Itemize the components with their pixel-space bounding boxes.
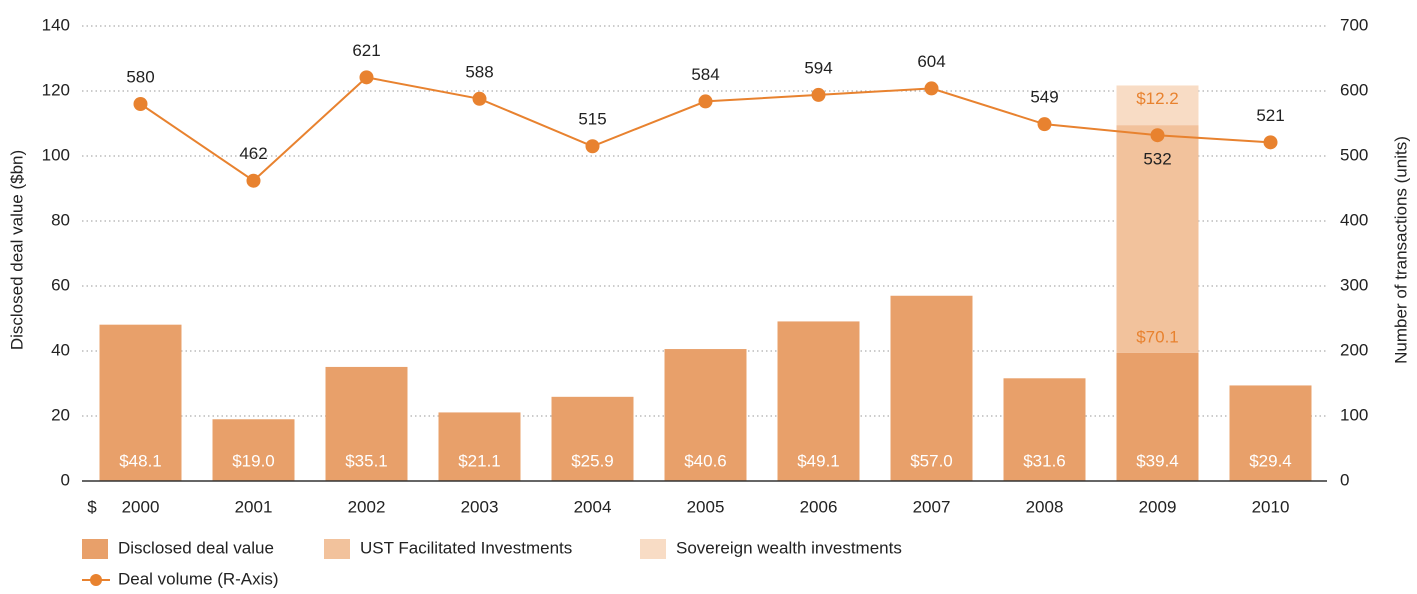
bar-segment <box>1116 352 1199 481</box>
y2-tick-label: 200 <box>1340 340 1368 359</box>
line-value-label: 515 <box>578 110 606 129</box>
y2-tick-label: 300 <box>1340 275 1368 294</box>
bar-segment <box>438 412 521 481</box>
value-label: $31.6 <box>1023 451 1066 470</box>
value-label: $21.1 <box>458 451 501 470</box>
x-tick-label: 2003 <box>461 497 499 516</box>
value-label: $57.0 <box>910 451 953 470</box>
x-tick-label: 2008 <box>1026 497 1064 516</box>
y-tick-label: 40 <box>51 340 70 359</box>
line-value-label: 532 <box>1143 150 1171 169</box>
legend-swatch <box>324 539 350 559</box>
x-tick-label: 2001 <box>235 497 273 516</box>
legend-label: Sovereign wealth investments <box>676 538 902 557</box>
y2-tick-label: 600 <box>1340 80 1368 99</box>
bar-segment <box>551 396 634 481</box>
line-marker <box>698 94 713 109</box>
value-label: $19.0 <box>232 451 275 470</box>
line-value-label: 588 <box>465 62 493 81</box>
y-tick-label: 60 <box>51 275 70 294</box>
x-tick-label: 2004 <box>574 497 612 516</box>
y-axis-title: Disclosed deal value ($bn) <box>7 150 26 350</box>
line-marker <box>1037 117 1052 132</box>
y2-tick-label: 700 <box>1340 15 1368 34</box>
line-marker <box>246 173 261 188</box>
y2-tick-label: 100 <box>1340 405 1368 424</box>
bar-segment <box>325 366 408 481</box>
x-tick-label: 2009 <box>1139 497 1177 516</box>
y-tick-label: 80 <box>51 210 70 229</box>
y-tick-label: 0 <box>61 470 70 489</box>
line-value-label: 580 <box>126 67 154 86</box>
line-marker <box>133 97 148 111</box>
bar-segment <box>1229 385 1312 481</box>
y2-tick-label: 500 <box>1340 145 1368 164</box>
value-label: $40.6 <box>684 451 727 470</box>
y-tick-label: 20 <box>51 405 70 424</box>
line-value-label: 549 <box>1030 88 1058 107</box>
x-tick-label: 2005 <box>687 497 725 516</box>
line-series <box>139 76 1271 182</box>
line-value-label: 594 <box>804 58 832 77</box>
currency-symbol: $ <box>87 497 97 516</box>
line-marker <box>811 87 826 102</box>
value-label: $70.1 <box>1136 327 1179 346</box>
x-tick-label: 2007 <box>913 497 951 516</box>
legend-label: Disclosed deal value <box>118 538 274 557</box>
x-tick-label: 2010 <box>1252 497 1290 516</box>
legend-swatch <box>640 539 666 559</box>
value-label: $12.2 <box>1136 89 1179 108</box>
line-marker <box>924 81 939 96</box>
line-value-label: 621 <box>352 41 380 60</box>
line-marker <box>472 91 487 106</box>
line-value-label: 521 <box>1256 106 1284 125</box>
y-tick-label: 100 <box>42 145 70 164</box>
value-label: $39.4 <box>1136 451 1179 470</box>
bar-segment <box>1003 378 1086 481</box>
value-label: $49.1 <box>797 451 840 470</box>
bar-segment <box>664 349 747 481</box>
bar-segment <box>1116 125 1199 353</box>
line-value-label: 584 <box>691 65 719 84</box>
value-label: $29.4 <box>1249 451 1292 470</box>
value-label: $25.9 <box>571 451 614 470</box>
line-marker <box>585 139 600 154</box>
y-tick-label: 140 <box>42 15 70 34</box>
line-value-label: 604 <box>917 52 945 71</box>
bar-segment <box>99 324 182 481</box>
bar-segment <box>777 321 860 481</box>
line-marker <box>359 70 374 85</box>
x-tick-label: 2006 <box>800 497 838 516</box>
bar-segment <box>1116 85 1199 126</box>
legend-marker <box>90 574 102 586</box>
line-value-label: 462 <box>239 144 267 163</box>
y2-axis-title: Number of transactions (units) <box>1391 136 1410 364</box>
x-tick-label: 2002 <box>348 497 386 516</box>
bar-segment <box>212 419 295 481</box>
line-marker <box>1150 128 1165 143</box>
line-marker <box>1263 135 1278 150</box>
y-tick-label: 120 <box>42 80 70 99</box>
bar-segment <box>890 295 973 481</box>
x-tick-label: 2000 <box>122 497 160 516</box>
y2-tick-label: 400 <box>1340 210 1368 229</box>
y2-tick-label: 0 <box>1340 470 1349 489</box>
value-label: $35.1 <box>345 451 388 470</box>
value-label: $48.1 <box>119 451 162 470</box>
legend-swatch <box>82 539 108 559</box>
legend-label: UST Facilitated Investments <box>360 538 572 557</box>
legend-label: Deal volume (R-Axis) <box>118 569 279 588</box>
